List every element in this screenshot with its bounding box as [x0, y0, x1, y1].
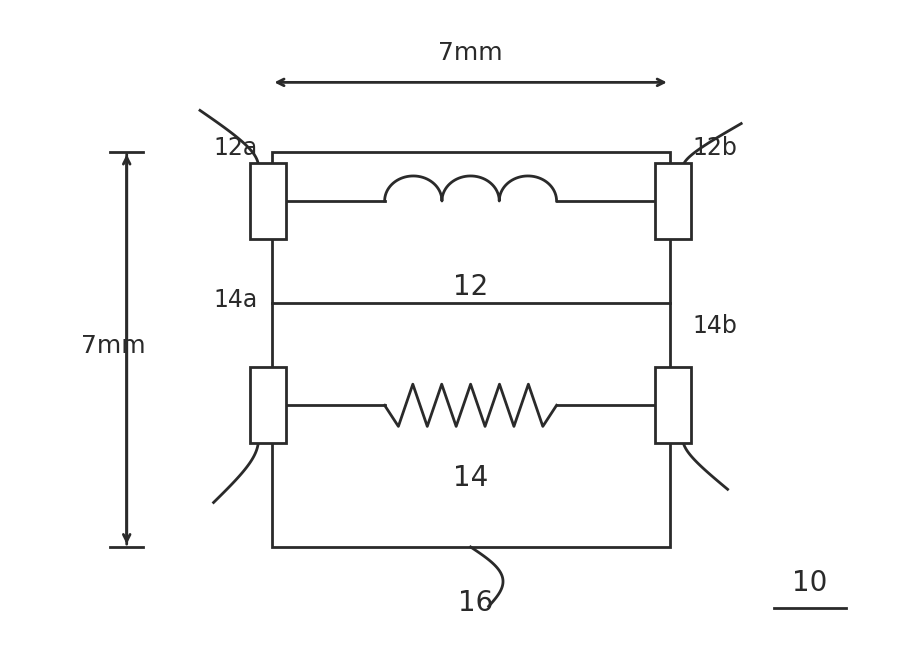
Text: 14b: 14b: [692, 314, 738, 338]
Polygon shape: [272, 152, 670, 547]
Polygon shape: [655, 367, 691, 443]
Text: 10: 10: [792, 569, 828, 597]
Text: 12a: 12a: [214, 136, 258, 160]
Text: 12b: 12b: [692, 136, 738, 160]
Text: 14: 14: [453, 464, 488, 492]
Text: 7mm: 7mm: [438, 41, 503, 65]
Text: 7mm: 7mm: [81, 334, 146, 358]
Polygon shape: [655, 163, 691, 239]
Text: 16: 16: [458, 589, 492, 617]
Text: 12: 12: [453, 273, 488, 301]
Text: 14a: 14a: [214, 288, 258, 312]
Polygon shape: [250, 163, 286, 239]
Polygon shape: [250, 367, 286, 443]
